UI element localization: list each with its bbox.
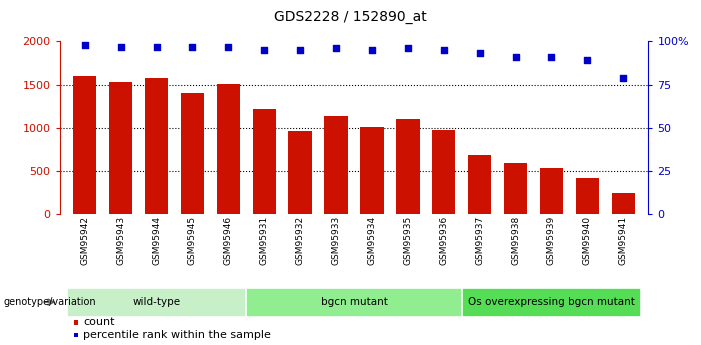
Point bbox=[187, 44, 198, 49]
Point bbox=[259, 47, 270, 53]
Text: GSM95932: GSM95932 bbox=[296, 216, 305, 265]
Text: GSM95944: GSM95944 bbox=[152, 216, 161, 265]
Bar bbox=[360, 127, 383, 214]
Point bbox=[402, 46, 414, 51]
Text: GSM95940: GSM95940 bbox=[583, 216, 592, 265]
Text: Os overexpressing bgcn mutant: Os overexpressing bgcn mutant bbox=[468, 297, 635, 307]
FancyBboxPatch shape bbox=[67, 288, 246, 317]
Text: GSM95939: GSM95939 bbox=[547, 216, 556, 265]
Bar bbox=[73, 76, 97, 214]
Bar bbox=[145, 78, 168, 214]
Bar bbox=[252, 109, 276, 214]
Point bbox=[474, 51, 485, 56]
Point bbox=[582, 58, 593, 63]
Text: GSM95937: GSM95937 bbox=[475, 216, 484, 265]
Text: GSM95945: GSM95945 bbox=[188, 216, 197, 265]
Text: GSM95936: GSM95936 bbox=[440, 216, 448, 265]
FancyBboxPatch shape bbox=[246, 288, 462, 317]
Text: GSM95931: GSM95931 bbox=[260, 216, 268, 265]
Bar bbox=[540, 168, 563, 214]
Bar bbox=[109, 82, 132, 214]
Text: GSM95941: GSM95941 bbox=[619, 216, 628, 265]
Bar bbox=[396, 119, 419, 214]
Text: GSM95934: GSM95934 bbox=[367, 216, 376, 265]
Point bbox=[223, 44, 234, 49]
Text: GSM95938: GSM95938 bbox=[511, 216, 520, 265]
Text: GSM95933: GSM95933 bbox=[332, 216, 341, 265]
Text: count: count bbox=[83, 317, 115, 327]
Bar bbox=[612, 193, 635, 214]
Point bbox=[330, 46, 341, 51]
Point bbox=[367, 47, 378, 53]
Bar bbox=[289, 131, 312, 214]
Text: GSM95935: GSM95935 bbox=[403, 216, 412, 265]
Point bbox=[294, 47, 306, 53]
Point bbox=[618, 75, 629, 80]
Point bbox=[510, 54, 521, 60]
Text: GDS2228 / 152890_at: GDS2228 / 152890_at bbox=[274, 10, 427, 24]
Point bbox=[438, 47, 449, 53]
Text: wild-type: wild-type bbox=[132, 297, 181, 307]
Text: GSM95943: GSM95943 bbox=[116, 216, 125, 265]
FancyBboxPatch shape bbox=[462, 288, 641, 317]
Bar bbox=[504, 162, 527, 214]
Point bbox=[115, 44, 126, 49]
Bar bbox=[325, 116, 348, 214]
Text: bgcn mutant: bgcn mutant bbox=[320, 297, 388, 307]
Text: GSM95942: GSM95942 bbox=[80, 216, 89, 265]
Text: percentile rank within the sample: percentile rank within the sample bbox=[83, 330, 271, 340]
Bar bbox=[181, 93, 204, 214]
Bar bbox=[576, 178, 599, 214]
Bar bbox=[432, 130, 456, 214]
Bar bbox=[468, 155, 491, 214]
Point bbox=[79, 42, 90, 48]
Text: genotype/variation: genotype/variation bbox=[4, 297, 96, 307]
Point bbox=[151, 44, 162, 49]
Point bbox=[546, 54, 557, 60]
Bar bbox=[217, 83, 240, 214]
Text: GSM95946: GSM95946 bbox=[224, 216, 233, 265]
